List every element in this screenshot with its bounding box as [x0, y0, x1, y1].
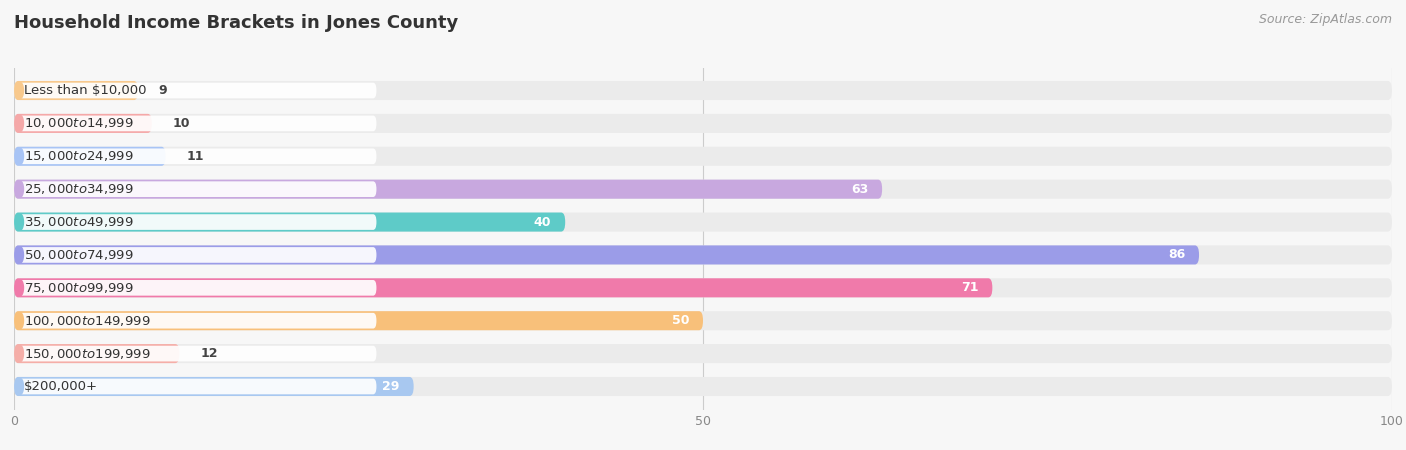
FancyBboxPatch shape [18, 148, 377, 164]
FancyBboxPatch shape [14, 278, 993, 297]
Text: 29: 29 [382, 380, 399, 393]
FancyBboxPatch shape [18, 313, 377, 328]
Text: $10,000 to $14,999: $10,000 to $14,999 [24, 117, 134, 130]
Text: Source: ZipAtlas.com: Source: ZipAtlas.com [1258, 14, 1392, 27]
Text: $50,000 to $74,999: $50,000 to $74,999 [24, 248, 134, 262]
FancyBboxPatch shape [18, 280, 377, 296]
FancyBboxPatch shape [14, 278, 1392, 297]
Text: $35,000 to $49,999: $35,000 to $49,999 [24, 215, 134, 229]
Text: 50: 50 [672, 314, 689, 327]
FancyBboxPatch shape [18, 116, 377, 131]
FancyBboxPatch shape [14, 344, 1392, 363]
Circle shape [17, 115, 24, 131]
FancyBboxPatch shape [14, 114, 1392, 133]
FancyBboxPatch shape [14, 81, 138, 100]
Circle shape [17, 247, 24, 263]
Circle shape [17, 280, 24, 296]
FancyBboxPatch shape [14, 377, 1392, 396]
Text: $100,000 to $149,999: $100,000 to $149,999 [24, 314, 150, 328]
Text: Household Income Brackets in Jones County: Household Income Brackets in Jones Count… [14, 14, 458, 32]
FancyBboxPatch shape [14, 245, 1199, 265]
FancyBboxPatch shape [18, 181, 377, 197]
FancyBboxPatch shape [14, 212, 565, 232]
Text: 11: 11 [186, 150, 204, 163]
FancyBboxPatch shape [14, 180, 1392, 199]
Circle shape [17, 148, 24, 164]
FancyBboxPatch shape [14, 245, 1392, 265]
FancyBboxPatch shape [14, 212, 1392, 232]
FancyBboxPatch shape [14, 377, 413, 396]
Text: 63: 63 [851, 183, 869, 196]
FancyBboxPatch shape [14, 311, 703, 330]
Circle shape [17, 313, 24, 329]
Circle shape [17, 346, 24, 362]
Circle shape [17, 214, 24, 230]
Text: $200,000+: $200,000+ [24, 380, 97, 393]
Text: 10: 10 [173, 117, 190, 130]
FancyBboxPatch shape [14, 311, 1392, 330]
Text: 9: 9 [159, 84, 167, 97]
Text: $75,000 to $99,999: $75,000 to $99,999 [24, 281, 134, 295]
FancyBboxPatch shape [14, 81, 1392, 100]
Text: $15,000 to $24,999: $15,000 to $24,999 [24, 149, 134, 163]
FancyBboxPatch shape [14, 180, 882, 199]
Text: 86: 86 [1168, 248, 1185, 261]
Text: Less than $10,000: Less than $10,000 [24, 84, 146, 97]
Text: 40: 40 [534, 216, 551, 229]
FancyBboxPatch shape [18, 247, 377, 263]
FancyBboxPatch shape [14, 344, 180, 363]
FancyBboxPatch shape [18, 378, 377, 394]
Circle shape [17, 181, 24, 197]
Text: $25,000 to $34,999: $25,000 to $34,999 [24, 182, 134, 196]
Text: $150,000 to $199,999: $150,000 to $199,999 [24, 346, 150, 360]
FancyBboxPatch shape [18, 346, 377, 361]
Circle shape [17, 378, 24, 395]
Text: 12: 12 [200, 347, 218, 360]
FancyBboxPatch shape [14, 114, 152, 133]
FancyBboxPatch shape [14, 147, 166, 166]
Circle shape [17, 82, 24, 99]
Text: 71: 71 [962, 281, 979, 294]
FancyBboxPatch shape [18, 83, 377, 99]
FancyBboxPatch shape [14, 147, 1392, 166]
FancyBboxPatch shape [18, 214, 377, 230]
